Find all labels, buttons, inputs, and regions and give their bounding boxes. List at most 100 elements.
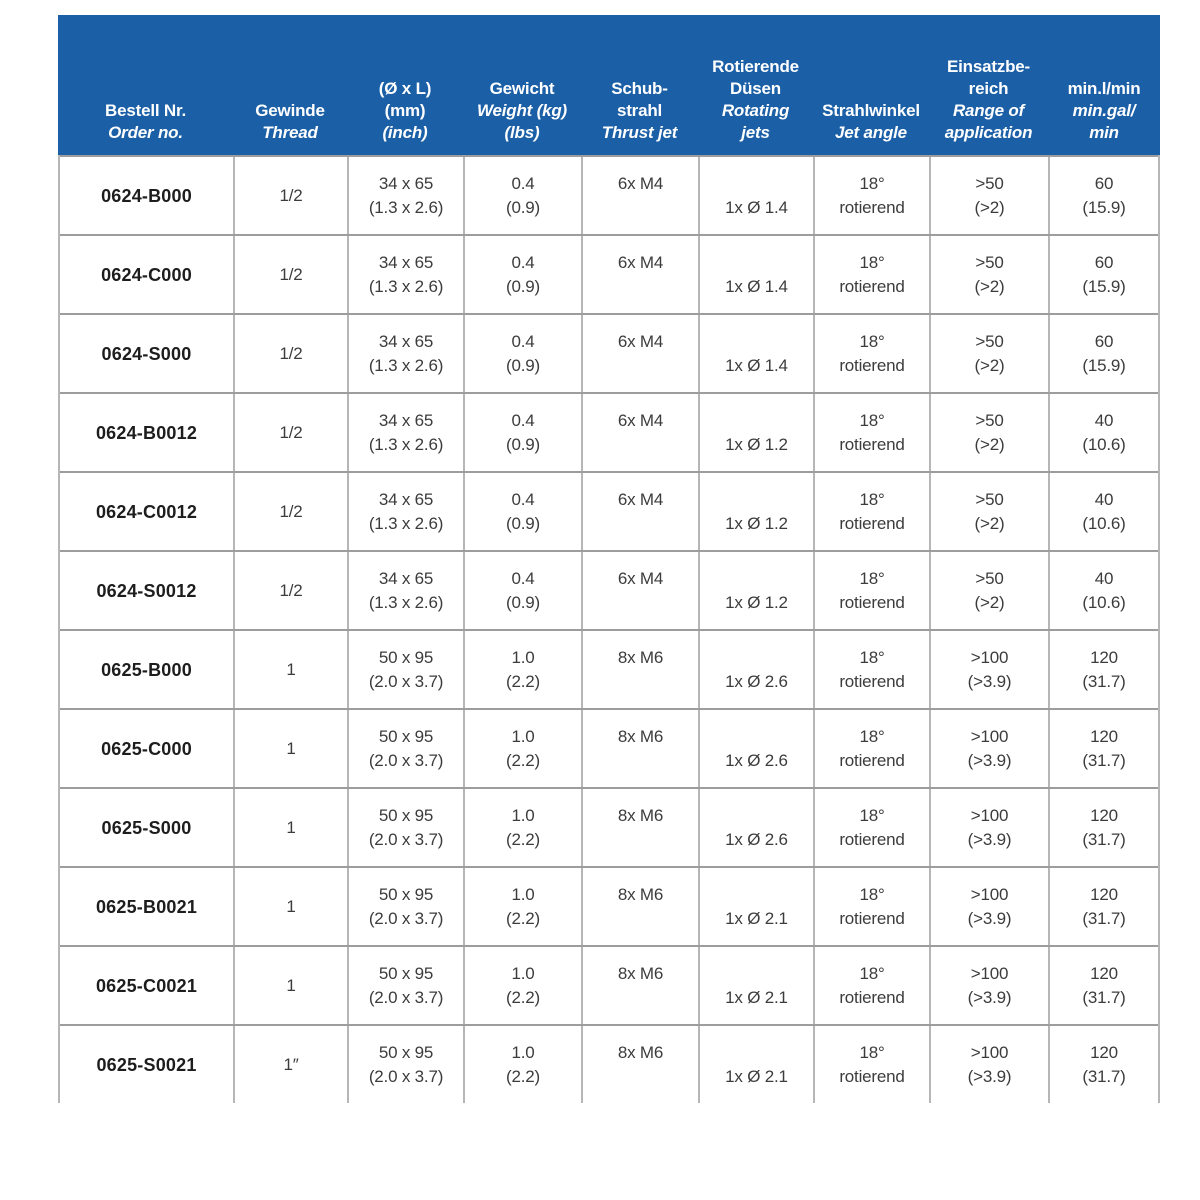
- col-header-min-flow: min.l/min min.gal/ min: [1048, 15, 1160, 155]
- thrust-jet-value: 8x M6: [617, 963, 664, 983]
- table-row: 0625-C0021 1 50 x 95 (2.0 x 3.7) 1.0 (2.…: [60, 945, 1158, 1024]
- dims-inch-value: (1.3 x 2.6): [368, 513, 444, 533]
- cell-range: >50 (>2): [929, 157, 1048, 234]
- cell-range: >50 (>2): [929, 552, 1048, 629]
- dims-mm-value: 50 x 95: [378, 884, 434, 904]
- header-de: (mm): [384, 101, 426, 120]
- cell-dimensions: 34 x 65 (1.3 x 2.6): [347, 552, 463, 629]
- jet-angle-mode: rotierend: [839, 276, 905, 296]
- cell-rotating-jets: 1x Ø 2.6: [698, 789, 813, 866]
- col-header-jet-angle: Strahlwinkel Jet angle: [813, 15, 929, 155]
- cell-thrust-jet: 8x M6: [581, 868, 698, 945]
- cell-dimensions: 34 x 65 (1.3 x 2.6): [347, 394, 463, 471]
- cell-order-no: 0624-S000: [60, 315, 233, 392]
- cell-thread: 1/2: [233, 394, 347, 471]
- header-en: application: [944, 123, 1033, 142]
- spacer: [754, 804, 759, 828]
- cell-jet-angle: 18° rotierend: [813, 868, 929, 945]
- col-header-dimensions: (Ø x L) (mm) (inch): [347, 15, 463, 155]
- dims-mm-value: 50 x 95: [378, 726, 434, 746]
- cell-jet-angle: 18° rotierend: [813, 947, 929, 1024]
- weight-kg-value: 0.4: [511, 173, 535, 193]
- cell-thrust-jet: 8x M6: [581, 631, 698, 708]
- flow-lmin-value: 120: [1090, 963, 1118, 983]
- jet-angle-value: 18°: [859, 1042, 885, 1062]
- range-metric-value: >50: [975, 410, 1004, 430]
- header-de: strahl: [616, 101, 663, 120]
- table-row: 0624-C000 1/2 34 x 65 (1.3 x 2.6) 0.4 (0…: [60, 234, 1158, 313]
- spacer: [638, 1065, 643, 1089]
- header-en: Jet angle: [835, 123, 907, 142]
- spacer: [638, 749, 643, 773]
- cell-jet-angle: 18° rotierend: [813, 394, 929, 471]
- flow-lmin-value: 40: [1094, 568, 1114, 588]
- cell-range: >50 (>2): [929, 315, 1048, 392]
- header-de: Einsatzbe-: [946, 57, 1031, 76]
- flow-gal-value: (31.7): [1082, 750, 1126, 770]
- cell-order-no: 0624-C000: [60, 236, 233, 313]
- weight-lbs-value: (0.9): [506, 197, 540, 217]
- order-no-value: 0624-C0012: [95, 501, 198, 522]
- flow-gal-value: (31.7): [1082, 671, 1126, 691]
- header-en: min.gal/: [1072, 101, 1136, 120]
- cell-weight: 0.4 (0.9): [463, 473, 581, 550]
- weight-lbs-value: (2.2): [506, 1066, 540, 1086]
- cell-rotating-jets: 1x Ø 2.1: [698, 868, 813, 945]
- flow-lmin-value: 120: [1090, 726, 1118, 746]
- cell-order-no: 0625-C0021: [60, 947, 233, 1024]
- cell-thrust-jet: 6x M4: [581, 315, 698, 392]
- jet-angle-value: 18°: [859, 252, 885, 272]
- weight-kg-value: 1.0: [511, 1042, 535, 1062]
- thrust-jet-value: 8x M6: [617, 647, 664, 667]
- cell-rotating-jets: 1x Ø 2.6: [698, 631, 813, 708]
- table-row: 0624-B000 1/2 34 x 65 (1.3 x 2.6) 0.4 (0…: [60, 155, 1158, 234]
- order-no-value: 0624-B000: [101, 185, 192, 206]
- spacer: [754, 725, 759, 749]
- jet-angle-value: 18°: [859, 489, 885, 509]
- flow-lmin-value: 40: [1094, 410, 1114, 430]
- cell-order-no: 0624-B000: [60, 157, 233, 234]
- flow-gal-value: (31.7): [1082, 829, 1126, 849]
- cell-thrust-jet: 6x M4: [581, 157, 698, 234]
- jet-angle-mode: rotierend: [839, 829, 905, 849]
- thread-value: 1″: [283, 1054, 299, 1074]
- header-en: Thrust jet: [601, 123, 678, 142]
- header-en: Order no.: [108, 123, 183, 142]
- thrust-jet-value: 8x M6: [617, 884, 664, 904]
- rotating-jets-value: 1x Ø 2.1: [725, 1066, 788, 1086]
- cell-jet-angle: 18° rotierend: [813, 631, 929, 708]
- weight-kg-value: 1.0: [511, 726, 535, 746]
- cell-thrust-jet: 6x M4: [581, 394, 698, 471]
- cell-jet-angle: 18° rotierend: [813, 157, 929, 234]
- jet-angle-mode: rotierend: [839, 1066, 905, 1086]
- cell-range: >50 (>2): [929, 473, 1048, 550]
- header-en: (inch): [382, 123, 428, 142]
- cell-dimensions: 50 x 95 (2.0 x 3.7): [347, 1026, 463, 1103]
- cell-min-flow: 120 (31.7): [1048, 789, 1158, 866]
- cell-thread: 1/2: [233, 236, 347, 313]
- rotating-jets-value: 1x Ø 2.6: [725, 750, 788, 770]
- cell-dimensions: 34 x 65 (1.3 x 2.6): [347, 236, 463, 313]
- flow-gal-value: (31.7): [1082, 908, 1126, 928]
- jet-angle-mode: rotierend: [839, 592, 905, 612]
- range-metric-value: >100: [970, 805, 1009, 825]
- range-metric-value: >100: [970, 726, 1009, 746]
- cell-weight: 0.4 (0.9): [463, 394, 581, 471]
- cell-thread: 1: [233, 710, 347, 787]
- range-metric-value: >100: [970, 884, 1009, 904]
- cell-range: >100 (>3.9): [929, 710, 1048, 787]
- cell-order-no: 0625-C000: [60, 710, 233, 787]
- cell-thrust-jet: 8x M6: [581, 710, 698, 787]
- flow-lmin-value: 60: [1094, 252, 1114, 272]
- dims-mm-value: 34 x 65: [378, 252, 434, 272]
- table-header: Bestell Nr. Order no. Gewinde Thread (Ø …: [58, 15, 1160, 155]
- cell-thread: 1/2: [233, 473, 347, 550]
- cell-rotating-jets: 1x Ø 2.1: [698, 947, 813, 1024]
- cell-dimensions: 34 x 65 (1.3 x 2.6): [347, 473, 463, 550]
- spacer: [638, 591, 643, 615]
- rotating-jets-value: 1x Ø 2.1: [725, 908, 788, 928]
- header-en: (lbs): [504, 123, 540, 142]
- cell-thrust-jet: 6x M4: [581, 473, 698, 550]
- dims-inch-value: (1.3 x 2.6): [368, 355, 444, 375]
- cell-rotating-jets: 1x Ø 1.4: [698, 315, 813, 392]
